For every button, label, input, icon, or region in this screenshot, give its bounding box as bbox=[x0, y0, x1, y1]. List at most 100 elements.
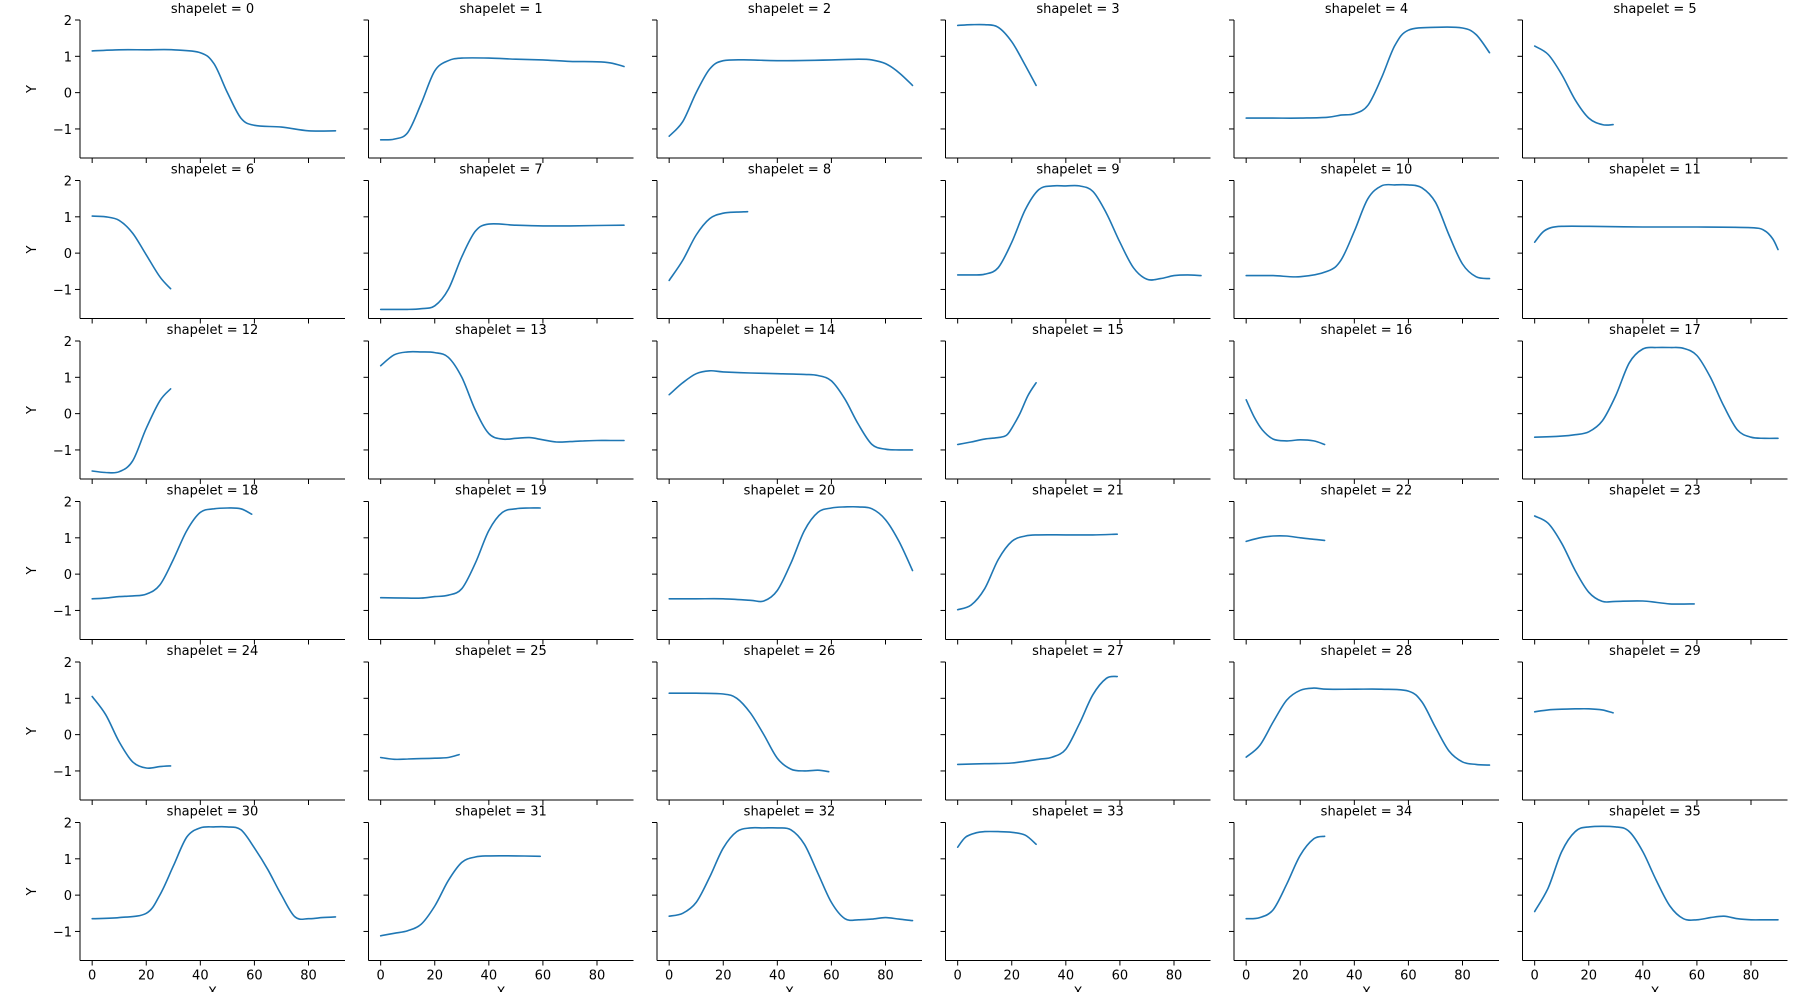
x-tick-label: 20 bbox=[1003, 969, 1020, 984]
facet-panel: shapelet = 11 bbox=[1517, 163, 1788, 324]
series-line bbox=[1533, 515, 1695, 605]
x-tick-label: 0 bbox=[377, 969, 385, 984]
facet-title: shapelet = 19 bbox=[455, 484, 547, 499]
x-tick-label: 40 bbox=[1058, 969, 1075, 984]
facet-title: shapelet = 32 bbox=[744, 805, 836, 820]
x-tick-label: 60 bbox=[1689, 969, 1706, 984]
facet-title: shapelet = 8 bbox=[748, 163, 831, 178]
facet-panel: shapelet = 32 0 20 40 60 80 X bbox=[652, 805, 922, 992]
y-tick-label: 1 bbox=[64, 853, 72, 868]
x-tick-label: 80 bbox=[1454, 969, 1471, 984]
x-tick-label: 20 bbox=[1580, 969, 1597, 984]
x-tick-label: 80 bbox=[1743, 969, 1760, 984]
y-tick-label: 1 bbox=[64, 692, 72, 707]
facet-title: shapelet = 28 bbox=[1321, 644, 1413, 659]
y-tick-label: −1 bbox=[53, 925, 72, 940]
x-axis-label: X bbox=[1651, 986, 1660, 992]
facet-panel: shapelet = 23 bbox=[1517, 484, 1788, 645]
facet-title: shapelet = 33 bbox=[1032, 805, 1124, 820]
facet-panel: shapelet = 13 bbox=[363, 323, 634, 484]
series-line bbox=[91, 215, 172, 290]
series-line bbox=[1533, 707, 1614, 714]
facet-panel: shapelet = 10 bbox=[1229, 163, 1499, 324]
facet-title: shapelet = 29 bbox=[1609, 644, 1701, 659]
series-line bbox=[1245, 399, 1326, 446]
series-line bbox=[668, 505, 914, 603]
facet-panel: shapelet = 18 −1 0 1 2 Y bbox=[25, 484, 345, 645]
facet-title: shapelet = 11 bbox=[1609, 163, 1701, 178]
x-tick-label: 80 bbox=[1166, 969, 1183, 984]
x-tick-label: 40 bbox=[481, 969, 498, 984]
x-tick-label: 40 bbox=[192, 969, 209, 984]
facet-title: shapelet = 1 bbox=[459, 2, 542, 17]
facet-title: shapelet = 4 bbox=[1325, 2, 1408, 17]
facet-title: shapelet = 15 bbox=[1032, 323, 1124, 338]
x-tick-label: 0 bbox=[954, 969, 962, 984]
x-tick-label: 20 bbox=[138, 969, 155, 984]
facet-panel: shapelet = 6 −1 0 1 2 Y bbox=[25, 163, 345, 324]
y-tick-label: 1 bbox=[64, 371, 72, 386]
series-line bbox=[1245, 26, 1491, 119]
facet-title: shapelet = 26 bbox=[744, 644, 836, 659]
x-tick-label: 0 bbox=[88, 969, 96, 984]
facet-title: shapelet = 14 bbox=[744, 323, 836, 338]
y-tick-label: 2 bbox=[64, 14, 72, 29]
series-line bbox=[91, 388, 172, 474]
facet-panel: shapelet = 22 bbox=[1229, 484, 1499, 645]
x-tick-label: 60 bbox=[246, 969, 263, 984]
x-tick-label: 0 bbox=[1531, 969, 1539, 984]
x-tick-label: 60 bbox=[823, 969, 840, 984]
y-tick-label: 0 bbox=[64, 247, 72, 262]
facet-panel: shapelet = 1 bbox=[363, 2, 634, 163]
facet-panel: shapelet = 26 bbox=[652, 644, 922, 805]
y-tick-label: −1 bbox=[53, 765, 72, 780]
y-tick-label: 2 bbox=[64, 656, 72, 671]
x-tick-label: 40 bbox=[1346, 969, 1363, 984]
series-line bbox=[91, 695, 172, 769]
x-tick-label: 0 bbox=[1242, 969, 1250, 984]
facet-panel: shapelet = 16 bbox=[1229, 323, 1499, 484]
series-line bbox=[1245, 835, 1326, 920]
series-line bbox=[379, 854, 541, 937]
y-tick-label: 2 bbox=[64, 817, 72, 832]
series-line bbox=[956, 675, 1118, 766]
x-tick-label: 80 bbox=[300, 969, 317, 984]
facet-title: shapelet = 9 bbox=[1036, 163, 1119, 178]
series-line bbox=[668, 58, 914, 137]
facet-title: shapelet = 0 bbox=[171, 2, 254, 17]
series-line bbox=[956, 184, 1202, 281]
facet-title: shapelet = 13 bbox=[455, 323, 547, 338]
facet-panel: shapelet = 30−1012020406080YX bbox=[25, 805, 345, 992]
x-tick-label: 60 bbox=[1112, 969, 1129, 984]
series-line bbox=[1245, 183, 1491, 280]
facet-panel: shapelet = 35 0 20 40 60 80 X bbox=[1517, 805, 1788, 992]
series-line bbox=[91, 507, 253, 600]
facet-panel: shapelet = 15 bbox=[940, 323, 1211, 484]
series-line bbox=[668, 692, 830, 773]
y-tick-label: −1 bbox=[53, 123, 72, 138]
y-tick-label: −1 bbox=[53, 444, 72, 459]
facet-panel: shapelet = 33 0 20 40 60 80 X bbox=[940, 805, 1211, 992]
facet-title: shapelet = 34 bbox=[1321, 805, 1413, 820]
y-tick-label: 2 bbox=[64, 335, 72, 350]
facet-panel: shapelet = 31 0 20 40 60 80 X bbox=[363, 805, 634, 992]
facet-panel: shapelet = 4 bbox=[1229, 2, 1499, 163]
facet-panel: shapelet = 21 bbox=[940, 484, 1211, 645]
facet-panel: shapelet = 24 −1 0 1 2 Y bbox=[25, 644, 345, 805]
x-axis-label: X bbox=[208, 986, 217, 992]
facet-title: shapelet = 35 bbox=[1609, 805, 1701, 820]
facet-title: shapelet = 30 bbox=[167, 805, 259, 820]
facet-title: shapelet = 3 bbox=[1036, 2, 1119, 17]
facet-panel: shapelet = 0 −1 0 1 2 Y bbox=[25, 2, 345, 163]
y-tick-label: 0 bbox=[64, 408, 72, 423]
facet-panel: shapelet = 34 0 20 40 60 80 X bbox=[1229, 805, 1499, 992]
x-axis-label: X bbox=[1074, 986, 1083, 992]
facet-title: shapelet = 20 bbox=[744, 484, 836, 499]
y-axis-label: Y bbox=[25, 85, 40, 94]
facet-panel: shapelet = 8 bbox=[652, 163, 922, 324]
series-line bbox=[668, 826, 914, 922]
series-line bbox=[956, 23, 1037, 87]
facet-panel: shapelet = 20 bbox=[652, 484, 922, 645]
series-line bbox=[91, 48, 337, 132]
x-tick-label: 60 bbox=[1400, 969, 1417, 984]
